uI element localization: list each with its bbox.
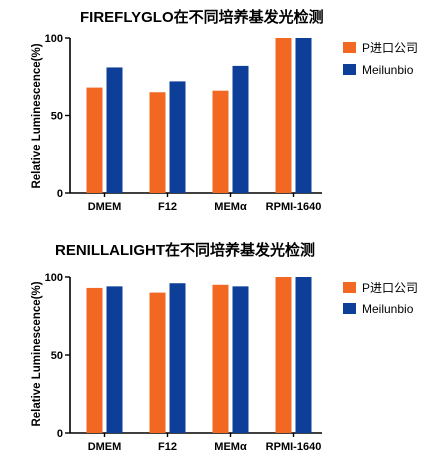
x-tick-label: RPMI-1640 [266,441,322,453]
x-tick-label: DMEM [88,441,122,453]
chart-2-legend-swatch-a [343,282,356,293]
bar-b [106,67,123,193]
bar-b [232,65,249,193]
bar-b [295,277,312,433]
chart-2-plot-area: 0 50 100 DMEM F12 MEMα RPMI-1640 [45,272,322,453]
chart-1-title: FIREFLYGLO在不同培养基发光检测 [80,8,324,26]
bar-a [86,87,103,193]
chart-2: RENILLALIGHT在不同培养基发光检测 Relative Luminesc… [31,241,418,453]
x-tick-label: RPMI-1640 [266,201,322,213]
bar-a [275,277,292,433]
bar-b [169,81,186,193]
y-tick-label: 0 [57,428,63,440]
bar-b [169,283,186,433]
bar-a [149,292,166,433]
chart-2-legend: P进口公司 Meilunbio [343,281,418,316]
chart-1-legend-swatch-b [343,64,356,75]
x-tick-label: MEMα [214,441,247,453]
chart-2-legend-label-b: Meilunbio [362,302,414,316]
y-tick-label: 0 [57,188,63,200]
chart-2-legend-swatch-b [343,303,356,314]
y-tick-label: 100 [45,272,63,284]
bar-b [232,286,249,433]
bar-a [212,90,229,193]
bar-a [149,92,166,193]
y-tick-label: 50 [51,111,63,123]
bar-a [86,287,103,433]
x-tick-label: DMEM [88,201,122,213]
bar-b [295,38,312,193]
x-tick-label: MEMα [214,201,247,213]
x-tick-label: F12 [158,441,177,453]
chart-2-legend-label-a: P进口公司 [362,281,418,295]
chart-1-plot-area: 0 50 100 DMEM F12 MEMα RPMI-1640 [45,33,322,213]
bar-a [275,38,292,193]
chart-2-ylabel: Relative Luminescence(%) [31,281,43,426]
bar-a [212,284,229,433]
y-tick-label: 50 [51,350,63,362]
chart-1-legend: P进口公司 Meilunbio [343,41,418,77]
bar-b [106,286,123,433]
x-tick-label: F12 [158,201,177,213]
chart-1-legend-label-a: P进口公司 [362,41,418,55]
chart-2-title: RENILLALIGHT在不同培养基发光检测 [55,241,315,259]
chart-1-legend-label-b: Meilunbio [362,63,414,77]
y-tick-label: 100 [45,33,63,45]
chart-1-legend-swatch-a [343,42,356,53]
chart-1: FIREFLYGLO在不同培养基发光检测 Relative Luminescen… [31,8,418,213]
chart-1-ylabel: Relative Luminescence(%) [31,43,43,188]
